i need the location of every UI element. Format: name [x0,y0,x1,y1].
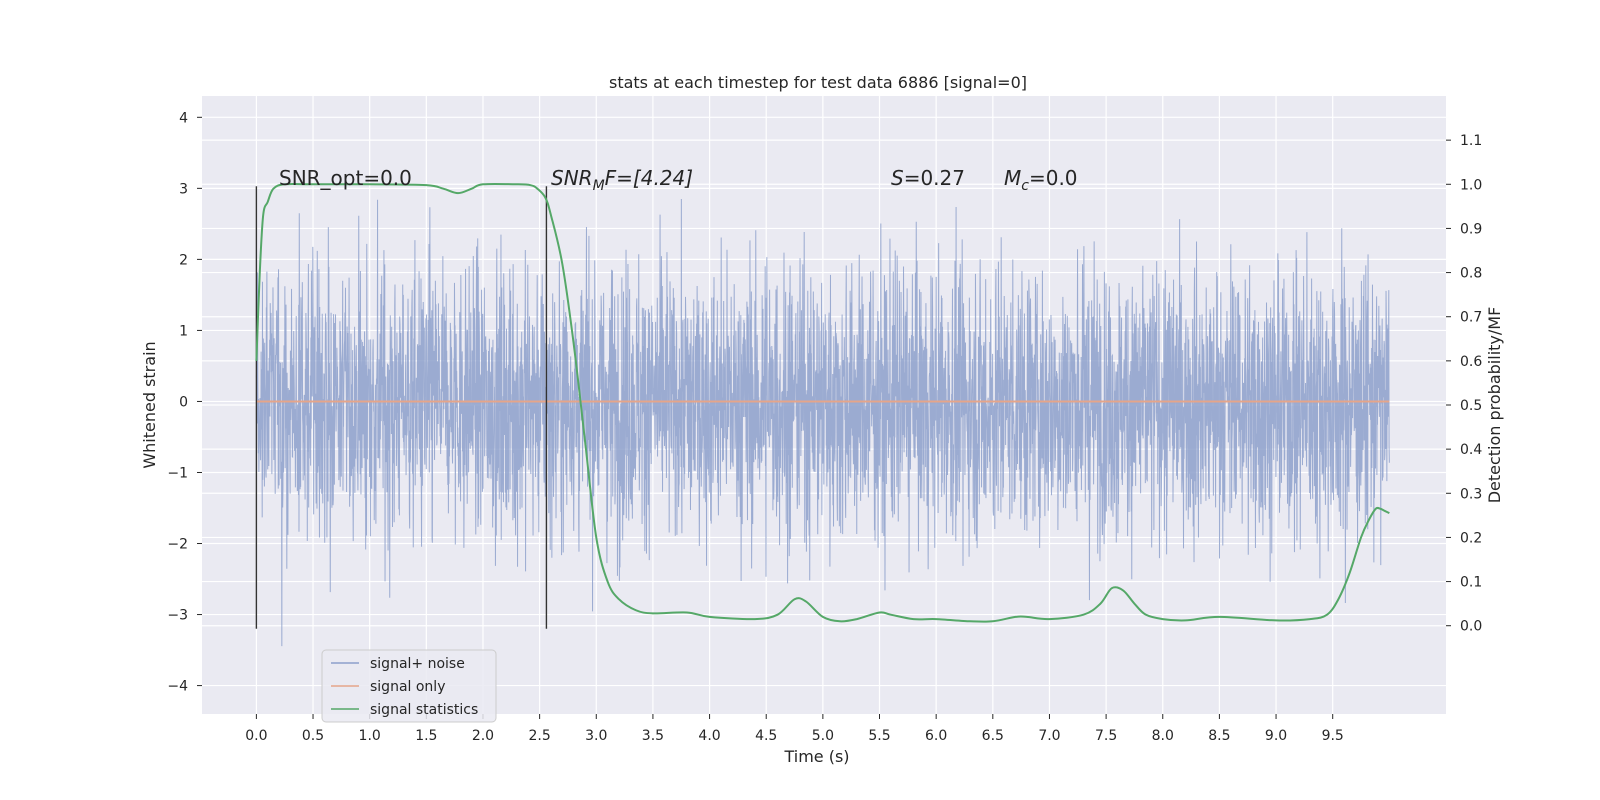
chart-title: stats at each timestep for test data 688… [609,73,1027,92]
s-symbol: S [891,166,904,190]
y-tick-label: 4 [179,110,188,126]
snr-mf-base: SNR [551,166,593,190]
marker-lines [255,186,548,629]
y-right-axis-ticks: 1.1 1.0 0.9 0.8 0.7 0.6 0.5 0.4 0.3 0.2 0.1 0.0 [1446,133,1482,635]
y-tick-label: 1 [179,323,188,339]
snr-opt-annotation: SNR_opt=0.0 [279,166,412,190]
y-right-tick-label: 0.2 [1460,530,1482,546]
y-tick-label: −4 [167,679,188,695]
y-tick-label: 2 [179,252,188,268]
x-tick-label: 0.0 [245,728,267,744]
x-tick-label: 0.5 [302,728,324,744]
s-annotation: S=0.27 [891,166,965,190]
signal-noise-series [255,198,1390,647]
x-tick-label: 1.5 [415,728,437,744]
y-right-tick-label: 0.3 [1460,486,1482,502]
x-tick-label: 9.0 [1265,728,1287,744]
y-right-tick-label: 0.1 [1460,575,1482,591]
x-tick-label: 6.5 [982,728,1004,744]
x-tick-label: 8.5 [1208,728,1230,744]
legend: signal+ noise signal only signal statist… [321,649,497,723]
y-right-tick-label: 0.8 [1460,266,1482,282]
x-axis-label: Time (s) [783,747,849,766]
y-right-tick-label: 0.5 [1460,398,1482,414]
snr-mf-rest: F=[4.24] [605,166,693,190]
snr-mf-annotation: SNRMF=[4.24] [551,166,693,194]
legend-label-noise: signal+ noise [370,656,465,672]
mc-annotation: Mc=0.0 [1004,166,1078,194]
snr-mf-sub: M [593,178,605,194]
y-tick-label: −3 [167,608,188,624]
y-right-tick-label: 0.4 [1460,442,1482,458]
x-tick-label: 7.5 [1095,728,1117,744]
legend-label-signal: signal only [370,679,445,695]
x-tick-label: 5.5 [868,728,890,744]
mc-sub: c [1021,178,1029,194]
noise-trace [255,198,1390,647]
x-tick-label: 2.0 [472,728,494,744]
y-right-tick-label: 0.6 [1460,354,1482,370]
y-right-tick-label: 1.1 [1460,133,1482,149]
y-tick-label: 0 [179,394,188,410]
x-axis-ticks: 0.0 0.5 1.0 1.5 2.0 2.5 3.0 3.5 4.0 4.5 5.0 5.5 6.0 6… [245,714,1344,744]
y-tick-label: −1 [167,465,188,481]
mc-value: =0.0 [1029,166,1078,190]
x-tick-label: 5.0 [812,728,834,744]
y-right-tick-label: 1.0 [1460,177,1482,193]
mc-base: M [1004,166,1021,190]
y-axis-ticks: 4 3 2 1 0 −1 −2 −3 −4 [167,110,202,695]
y-tick-label: 3 [179,181,188,197]
x-tick-label: 3.5 [642,728,664,744]
y-right-tick-label: 0.7 [1460,310,1482,326]
y-axis-label: Whitened strain [140,341,159,468]
x-tick-label: 7.0 [1038,728,1060,744]
x-tick-label: 2.5 [528,728,550,744]
x-tick-label: 3.0 [585,728,607,744]
y-right-axis-label: Detection probability/MF [1485,307,1504,504]
s-value: =0.27 [904,166,965,190]
y-tick-label: −2 [167,537,188,553]
x-tick-label: 8.0 [1152,728,1174,744]
x-tick-label: 1.0 [359,728,381,744]
signal-statistics-line [255,182,1390,623]
legend-label-stats: signal statistics [370,702,478,718]
x-tick-label: 4.0 [698,728,720,744]
x-tick-label: 6.0 [925,728,947,744]
legend-box [321,649,497,723]
x-tick-label: 4.5 [755,728,777,744]
x-tick-label: 9.5 [1322,728,1344,744]
y-right-tick-label: 0.0 [1460,619,1482,635]
y-right-tick-label: 0.9 [1460,221,1482,237]
